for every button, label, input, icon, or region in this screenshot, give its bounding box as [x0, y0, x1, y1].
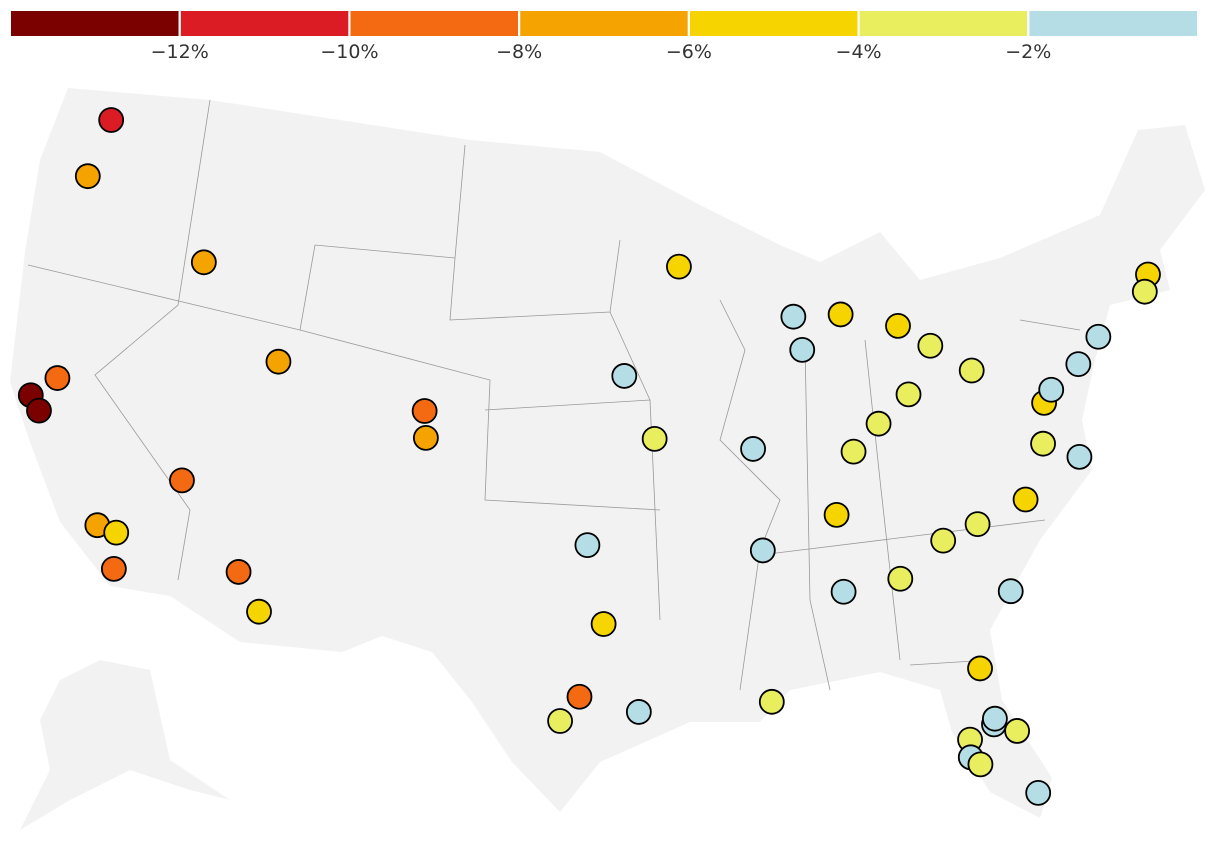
city-marker: [1065, 351, 1092, 378]
legend: −12% −10% −8% −6% −4% −2%: [9, 9, 1200, 63]
legend-swatch: [348, 9, 521, 38]
city-marker: [967, 655, 993, 682]
legend-swatch: [857, 9, 1030, 38]
city-marker: [830, 578, 857, 605]
city-marker: [1025, 779, 1052, 806]
legend-tick-label: −2%: [1005, 41, 1051, 63]
legend-tick-label: −10%: [320, 41, 378, 63]
city-marker: [666, 253, 692, 280]
legend-swatch: [178, 9, 351, 38]
city-marker: [997, 578, 1024, 605]
city-marker: [1030, 430, 1056, 457]
legend-swatch: [687, 9, 860, 38]
legend-tick-label: −12%: [151, 41, 209, 63]
city-marker: [749, 537, 776, 564]
city-marker: [98, 107, 125, 133]
city-marker: [44, 365, 71, 391]
city-marker: [982, 705, 1008, 732]
border: [27, 99, 1081, 691]
city-marker: [574, 532, 601, 559]
city-marker: [958, 357, 985, 384]
legend-swatch: [9, 9, 181, 38]
city-marker: [625, 699, 652, 725]
land: [10, 88, 1205, 830]
city-marker: [1012, 486, 1039, 513]
city-marker: [547, 708, 573, 734]
city-marker: [1066, 443, 1093, 470]
city-marker: [1131, 278, 1158, 305]
city-marker: [100, 556, 127, 582]
city-marker: [895, 381, 922, 408]
city-marker: [169, 467, 195, 494]
city-marker: [917, 332, 944, 359]
city-marker: [265, 348, 292, 375]
city-marker: [930, 527, 957, 554]
city-marker: [1085, 323, 1112, 350]
city-marker: [827, 301, 854, 328]
city-marker: [885, 312, 911, 339]
legend-tick-label: −8%: [496, 41, 542, 63]
city-marker: [611, 363, 638, 389]
state-borders: [27, 99, 1081, 691]
city-marker: [967, 751, 994, 778]
city-marker: [566, 683, 593, 710]
contiguous-us: [10, 88, 1205, 818]
city-marker: [823, 501, 850, 528]
city-marker: [26, 397, 52, 424]
city-marker: [887, 565, 914, 592]
points: [17, 107, 1161, 806]
city-marker: [190, 249, 217, 276]
city-marker: [740, 436, 766, 462]
city-marker: [590, 611, 617, 637]
legend-swatch: [1027, 9, 1200, 38]
alaska: [20, 660, 230, 830]
city-marker: [411, 398, 438, 424]
city-marker: [1038, 376, 1065, 403]
city-marker: [225, 559, 252, 585]
city-marker: [964, 511, 991, 538]
city-marker: [74, 163, 101, 190]
city-marker: [103, 519, 130, 546]
city-marker: [789, 336, 816, 363]
city-marker: [840, 438, 867, 465]
city-marker: [412, 424, 439, 451]
city-marker: [758, 688, 785, 715]
city-marker: [641, 425, 668, 452]
city-marker: [1004, 718, 1031, 744]
legend-tick-label: −6%: [666, 41, 712, 63]
city-marker: [246, 598, 272, 625]
city-marker: [865, 410, 892, 437]
city-marker: [780, 303, 807, 330]
legend-swatch: [518, 9, 690, 38]
legend-tick-label: −4%: [836, 41, 882, 63]
